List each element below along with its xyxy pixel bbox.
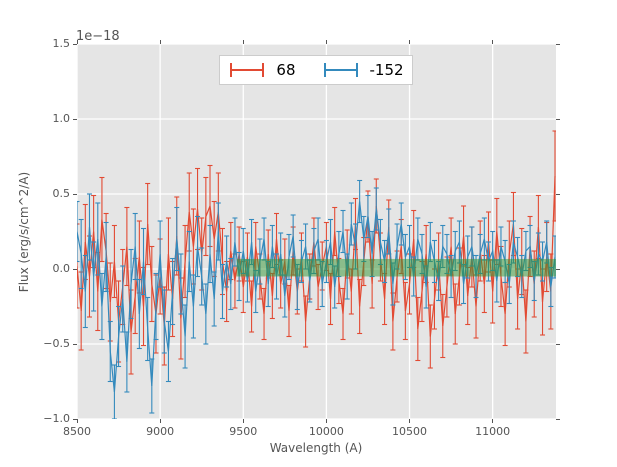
x-tick-mark [409, 419, 411, 423]
y-tick-mark-right [556, 268, 560, 270]
y-tick-mark [73, 193, 77, 195]
x-tick-mark-top [159, 40, 161, 44]
x-tick-label: 10500 [392, 425, 428, 438]
legend-label-blue: -152 [369, 61, 404, 79]
x-tick-label: 10000 [308, 425, 344, 438]
x-tick-mark-top [76, 40, 78, 44]
y-tick-mark-right [556, 193, 560, 195]
y-tick-mark-right [556, 43, 560, 45]
y-tick-mark-right [556, 418, 560, 420]
y-tick-label: 0.0 [52, 262, 71, 275]
legend-entry-blue: -152 [322, 61, 404, 79]
legend-label-red: 68 [276, 61, 296, 79]
y-tick-mark [73, 418, 77, 420]
y-tick-mark [73, 118, 77, 120]
x-tick-mark-top [409, 40, 411, 44]
plot-canvas [77, 44, 556, 419]
y-tick-label: −1.0 [43, 412, 70, 425]
x-tick-mark-top [325, 40, 327, 44]
y-tick-mark-right [556, 343, 560, 345]
errorbar-icon [230, 63, 265, 77]
x-tick-mark [242, 419, 244, 423]
x-tick-label: 8500 [63, 425, 91, 438]
y-tick-mark [73, 43, 77, 45]
y-axis-offset-text: 1e−18 [76, 29, 120, 44]
x-tick-label: 11000 [475, 425, 511, 438]
legend: 68 -152 [219, 55, 413, 85]
y-tick-label: −0.5 [43, 337, 70, 350]
x-tick-label: 9000 [146, 425, 175, 438]
y-tick-label: 1.0 [52, 112, 71, 125]
y-tick-mark-right [556, 118, 560, 120]
x-tick-mark [159, 419, 161, 423]
x-tick-mark-top [492, 40, 494, 44]
plot-area [77, 44, 556, 419]
y-tick-label: 0.5 [52, 187, 71, 200]
x-axis-label: Wavelength (A) [269, 441, 363, 455]
x-tick-mark [492, 419, 494, 423]
x-tick-mark-top [242, 40, 244, 44]
x-tick-mark [325, 419, 327, 423]
y-tick-label: 1.5 [52, 37, 71, 50]
x-tick-mark [76, 419, 78, 423]
y-tick-mark [73, 268, 77, 270]
x-tick-label: 9500 [229, 425, 258, 438]
errorbar-icon [323, 63, 358, 77]
zero-flux-band [236, 258, 556, 277]
legend-entry-red: 68 [228, 61, 296, 79]
y-tick-mark [73, 343, 77, 345]
